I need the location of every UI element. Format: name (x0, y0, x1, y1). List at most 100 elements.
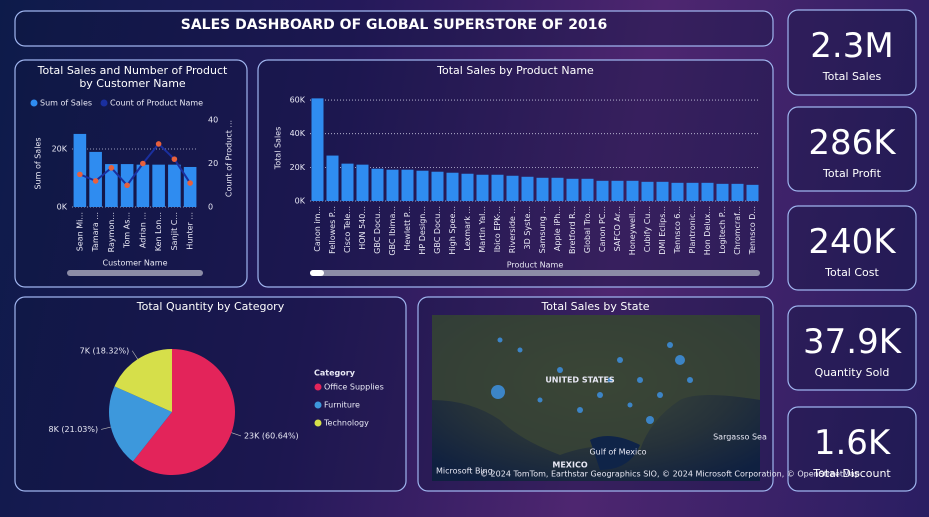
y-tick-label: 60K (290, 96, 306, 105)
line-marker (92, 178, 99, 184)
bar (641, 181, 654, 201)
bar (746, 184, 759, 201)
bar (416, 170, 429, 201)
legend-label: Office Supplies (324, 383, 384, 392)
pie-slice (132, 349, 235, 475)
legend-marker (314, 383, 322, 391)
bar (566, 178, 579, 201)
kpi-value: 1.6K (813, 423, 891, 463)
x-tick-label: Canon im... (313, 206, 322, 252)
line-marker (155, 141, 162, 147)
y-tick-label: 40K (290, 129, 306, 138)
bar (136, 164, 150, 207)
bar (521, 176, 534, 201)
x-axis-label: Customer Name (102, 259, 167, 268)
y-tick-label: 0K (295, 197, 306, 206)
x-tick-label: Sean Mi... (75, 212, 84, 251)
map (432, 315, 760, 481)
x-tick-label: GBC Ibima... (388, 206, 397, 256)
chart-title: Total Quantity by Category (136, 300, 285, 313)
line-marker (140, 160, 146, 167)
kpi-label: Total Discount (813, 467, 891, 480)
pie-slice (114, 349, 172, 412)
x-tick-label: High Spee... (448, 206, 457, 255)
leader-line (132, 350, 138, 360)
bar (152, 164, 165, 207)
data-label: 8K (21.03%) (48, 425, 98, 434)
y-axis-label: Sum of Sales (34, 137, 43, 189)
x-tick-label: Global Tro... (583, 206, 592, 253)
line-marker (124, 182, 130, 189)
kpi-value: 2.3M (810, 26, 894, 66)
scrollbar[interactable] (67, 270, 203, 276)
x-tick-label: HON 540... (358, 206, 367, 250)
bar (671, 182, 684, 201)
bar (341, 163, 354, 201)
line-marker (171, 156, 178, 162)
bar (686, 182, 699, 201)
y2-axis-label: Count of Product ... (225, 120, 234, 197)
bar (536, 177, 549, 201)
line-marker (187, 180, 193, 186)
bar (73, 133, 87, 207)
kpi-value: 37.9K (803, 322, 901, 362)
bar (311, 98, 324, 201)
bar (105, 164, 118, 207)
map-credits: © 2024 TomTom, Earthstar Geographics SIO… (480, 470, 860, 479)
bar (491, 174, 504, 201)
x-tick-label: DMI Eclips... (658, 206, 667, 255)
kpi-card: 2.3M Total Sales (788, 10, 916, 83)
scroll-thumb[interactable] (310, 270, 324, 276)
x-tick-label: Raymon... (107, 212, 116, 252)
x-tick-label: Hewlett P... (403, 206, 412, 251)
map-label: Gulf of Mexico (589, 448, 646, 457)
bar (431, 171, 444, 201)
data-label: 23K (60.64%) (244, 431, 299, 440)
y2-tick-label: 20 (208, 159, 218, 168)
bar (581, 178, 594, 201)
y2-tick-label: 0 (208, 203, 213, 212)
x-axis-label: Product Name (507, 261, 564, 270)
x-tick-label: Chromcraf... (733, 206, 742, 255)
bar (551, 177, 564, 201)
x-tick-label: Tennsco 6... (673, 206, 682, 254)
x-tick-label: Tennsco D... (748, 206, 757, 255)
x-tick-label: Fellowes P... (328, 206, 337, 254)
chart-title: Total Sales by Product Name (437, 64, 594, 77)
x-tick-label: 3D Syste... (523, 206, 532, 249)
dashboard-title: SALES DASHBOARD OF GLOBAL SUPERSTORE OF … (180, 17, 608, 33)
scrollbar[interactable] (310, 270, 760, 276)
x-tick-label: Ken Lon... (154, 212, 163, 251)
bar (168, 164, 181, 207)
line (79, 142, 191, 187)
legend-title: Category (314, 369, 356, 378)
kpi-card: 240K Total Cost (788, 206, 916, 279)
map-title: Total Sales by State (541, 300, 650, 313)
bar (326, 155, 339, 201)
bar (596, 180, 609, 201)
kpi-label: Total Profit (823, 167, 881, 180)
x-tick-label: Samsung ... (538, 206, 547, 253)
x-tick-label: Logitech P... (718, 206, 727, 254)
x-tick-label: Hunter ... (186, 212, 195, 250)
bar (461, 173, 474, 201)
leader-line (231, 432, 242, 437)
x-tick-label: HP Design... (418, 206, 427, 255)
x-tick-label: Apple iPh... (553, 206, 562, 251)
line-marker (108, 165, 115, 171)
x-tick-label: Tamara ... (91, 212, 100, 253)
x-tick-label: Bretford R... (568, 206, 577, 254)
kpi-value: 240K (808, 222, 896, 262)
line-marker (77, 171, 83, 178)
bar (401, 169, 414, 201)
x-tick-label: Ibico EPK-... (493, 206, 502, 252)
bar (356, 164, 369, 201)
leader-line (101, 426, 111, 430)
x-tick-label: Lexmark ... (463, 206, 472, 251)
map-label: Sargasso Sea (713, 433, 767, 442)
data-label: 7K (18.32%) (80, 346, 130, 355)
x-tick-label: Sanjit C... (170, 212, 179, 250)
legend-label: Technology (323, 419, 369, 428)
map-label: UNITED STATES (545, 376, 615, 385)
